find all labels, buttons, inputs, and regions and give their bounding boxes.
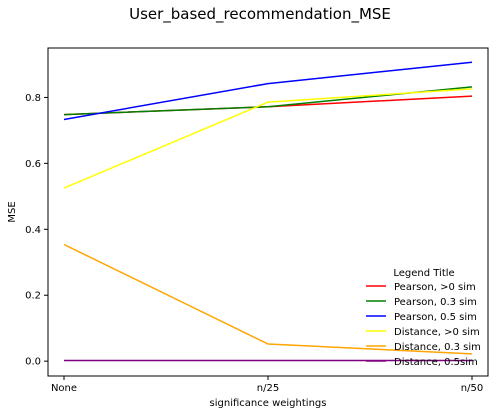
legend-title: Legend Title (393, 268, 454, 279)
y-axis: 0.0 0.2 0.4 0.6 0.8 (25, 93, 48, 368)
legend-entry: Pearson, >0 sim (394, 282, 476, 293)
chart-title: User_based_recommendation_MSE (129, 5, 391, 24)
x-axis-label: significance weightings (210, 398, 327, 409)
series-line (63, 88, 473, 189)
legend-entry: Distance, >0 sim (394, 327, 480, 338)
legend: Legend Title Pearson, >0 sim Pearson, 0.3… (366, 268, 481, 368)
y-tick-label: 0.6 (25, 159, 41, 170)
x-tick-label: n/25 (257, 383, 279, 394)
x-tick-label: None (51, 383, 77, 394)
y-tick-label: 0.4 (25, 225, 41, 236)
legend-entry: Distance, 0.3 sim (394, 342, 481, 353)
y-tick-label: 0.0 (25, 357, 41, 368)
legend-entry: Pearson, 0.3 sim (394, 297, 477, 308)
series-lines (63, 61, 473, 362)
y-tick-label: 0.8 (25, 93, 41, 104)
legend-entry: Pearson, 0.5 sim (394, 312, 477, 323)
legend-entry: Distance, 0.5sim (394, 357, 478, 368)
y-axis-label: MSE (7, 201, 18, 222)
series-line (63, 61, 473, 121)
y-tick-label: 0.2 (25, 291, 41, 302)
series-line (63, 86, 473, 116)
series-line (63, 243, 473, 355)
x-tick-label: n/50 (461, 383, 483, 394)
x-axis: None n/25 n/50 (51, 376, 483, 394)
